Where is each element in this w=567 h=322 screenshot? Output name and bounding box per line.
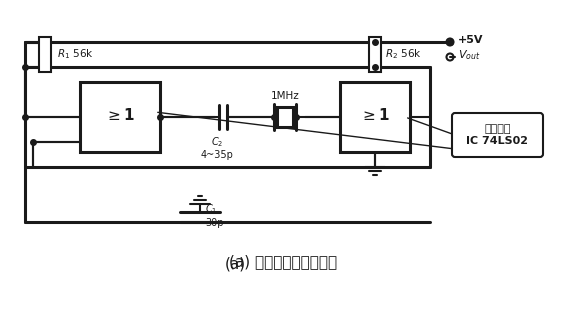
Bar [80, 82, 160, 152]
Text: 1MHz: 1MHz [270, 91, 299, 101]
Text: $C_2$
4~35p: $C_2$ 4~35p [201, 135, 234, 160]
Text: +5V: +5V [458, 35, 484, 45]
Bar [369, 37, 381, 72]
Text: $R_2$ 56k: $R_2$ 56k [385, 48, 422, 62]
Bar [39, 37, 51, 72]
Text: (a) 或非门串联振荡电路: (a) 或非门串联振荡电路 [229, 254, 337, 270]
Bar [277, 107, 293, 127]
Text: $C_1$
30p: $C_1$ 30p [205, 202, 223, 228]
Bar [340, 82, 410, 152]
FancyBboxPatch shape [452, 113, 543, 157]
Text: $V_{out}$: $V_{out}$ [458, 48, 481, 62]
Text: $R_1$ 56k: $R_1$ 56k [57, 48, 94, 62]
Text: (a): (a) [225, 257, 246, 271]
Text: $\geq$1: $\geq$1 [360, 107, 390, 123]
Text: $\geq$1: $\geq$1 [105, 107, 135, 123]
Text: 或门电路
IC 74LS02: 或门电路 IC 74LS02 [467, 124, 528, 146]
